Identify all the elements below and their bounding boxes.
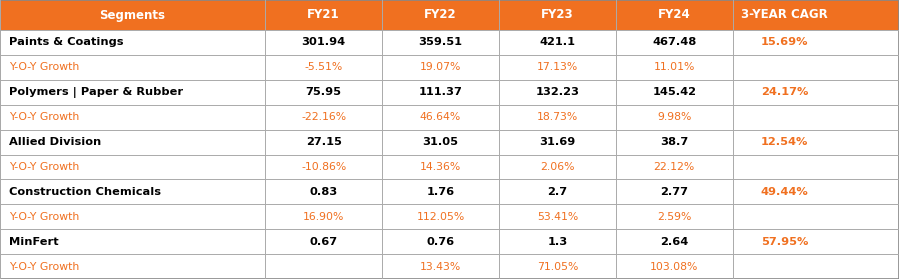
Text: 0.83: 0.83	[309, 187, 338, 197]
Text: 57.95%: 57.95%	[761, 237, 808, 247]
Text: Y-O-Y Growth: Y-O-Y Growth	[9, 162, 79, 172]
Text: Y-O-Y Growth: Y-O-Y Growth	[9, 261, 79, 271]
Text: 22.12%: 22.12%	[654, 162, 695, 172]
Text: Y-O-Y Growth: Y-O-Y Growth	[9, 112, 79, 122]
Text: 12.54%: 12.54%	[761, 137, 808, 147]
Text: 2.77: 2.77	[660, 187, 689, 197]
Text: 2.64: 2.64	[660, 237, 689, 247]
Text: 2.59%: 2.59%	[657, 212, 691, 222]
Text: 71.05%: 71.05%	[537, 261, 578, 271]
Text: Y-O-Y Growth: Y-O-Y Growth	[9, 62, 79, 72]
Text: Paints & Coatings: Paints & Coatings	[9, 37, 123, 47]
Text: 1.76: 1.76	[426, 187, 455, 197]
Text: 31.69: 31.69	[539, 137, 575, 147]
Text: -10.86%: -10.86%	[301, 162, 346, 172]
Text: 38.7: 38.7	[660, 137, 689, 147]
Text: FY22: FY22	[424, 8, 457, 21]
Bar	[0, 55, 899, 80]
Text: 17.13%: 17.13%	[537, 62, 578, 72]
Bar	[0, 105, 899, 130]
Text: FY24: FY24	[658, 8, 690, 21]
Text: 9.98%: 9.98%	[657, 112, 691, 122]
Text: FY21: FY21	[307, 8, 340, 21]
Text: 0.76: 0.76	[426, 237, 455, 247]
Text: Construction Chemicals: Construction Chemicals	[9, 187, 161, 197]
Bar	[0, 179, 899, 204]
Text: -5.51%: -5.51%	[305, 62, 343, 72]
Text: 301.94: 301.94	[301, 37, 346, 47]
Text: 3-YEAR CAGR: 3-YEAR CAGR	[741, 8, 828, 21]
Text: 31.05: 31.05	[423, 137, 458, 147]
Text: 46.64%: 46.64%	[420, 112, 461, 122]
Text: 359.51: 359.51	[419, 37, 462, 47]
Text: 14.36%: 14.36%	[420, 162, 461, 172]
Text: 421.1: 421.1	[539, 37, 575, 47]
Text: 103.08%: 103.08%	[650, 261, 699, 271]
Text: 49.44%: 49.44%	[761, 187, 808, 197]
Text: -22.16%: -22.16%	[301, 112, 346, 122]
Text: 132.23: 132.23	[536, 87, 579, 97]
Text: Segments: Segments	[100, 8, 165, 21]
Bar	[0, 204, 899, 229]
Text: FY23: FY23	[541, 8, 574, 21]
Text: 15.69%: 15.69%	[761, 37, 808, 47]
Bar	[0, 80, 899, 105]
Text: 1.3: 1.3	[547, 237, 567, 247]
Bar	[0, 155, 899, 179]
Text: Y-O-Y Growth: Y-O-Y Growth	[9, 212, 79, 222]
Text: 0.67: 0.67	[309, 237, 338, 247]
Text: 27.15: 27.15	[306, 137, 342, 147]
Text: MinFert: MinFert	[9, 237, 58, 247]
Text: 145.42: 145.42	[653, 87, 696, 97]
Text: 24.17%: 24.17%	[761, 87, 808, 97]
Text: 16.90%: 16.90%	[303, 212, 344, 222]
Text: 75.95: 75.95	[306, 87, 342, 97]
Text: 2.06%: 2.06%	[540, 162, 574, 172]
Text: 19.07%: 19.07%	[420, 62, 461, 72]
Text: Allied Division: Allied Division	[9, 137, 102, 147]
Bar	[0, 0, 899, 30]
Text: 53.41%: 53.41%	[537, 212, 578, 222]
Text: 11.01%: 11.01%	[654, 62, 695, 72]
Text: 18.73%: 18.73%	[537, 112, 578, 122]
Text: 467.48: 467.48	[652, 37, 697, 47]
Text: Polymers | Paper & Rubber: Polymers | Paper & Rubber	[9, 87, 183, 98]
Text: 13.43%: 13.43%	[420, 261, 461, 271]
Bar	[0, 130, 899, 155]
Bar	[0, 229, 899, 254]
Text: 111.37: 111.37	[419, 87, 462, 97]
Text: 2.7: 2.7	[547, 187, 567, 197]
Bar	[0, 254, 899, 279]
Bar	[0, 30, 899, 55]
Text: 112.05%: 112.05%	[416, 212, 465, 222]
